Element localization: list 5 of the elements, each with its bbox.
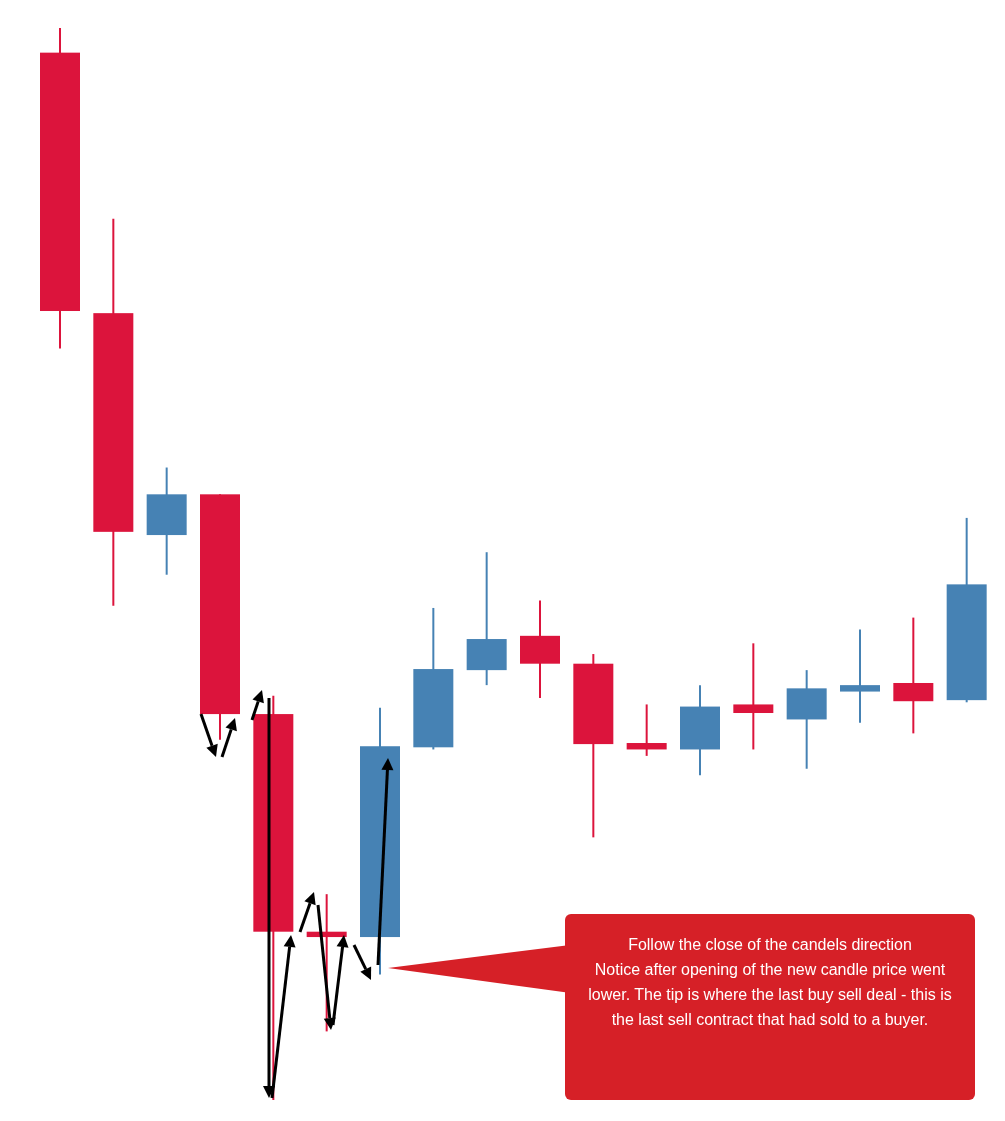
candlestick [626,703,667,757]
annotation: Follow the close of the candels direction Notice after opening of the new candle price went lower. The tip is where the last buy sell deal - this is the last sell contract that had sold to a buyer. [587,935,953,1030]
candlestick [733,642,774,751]
candlestick [893,616,934,735]
candlestick [840,628,880,724]
